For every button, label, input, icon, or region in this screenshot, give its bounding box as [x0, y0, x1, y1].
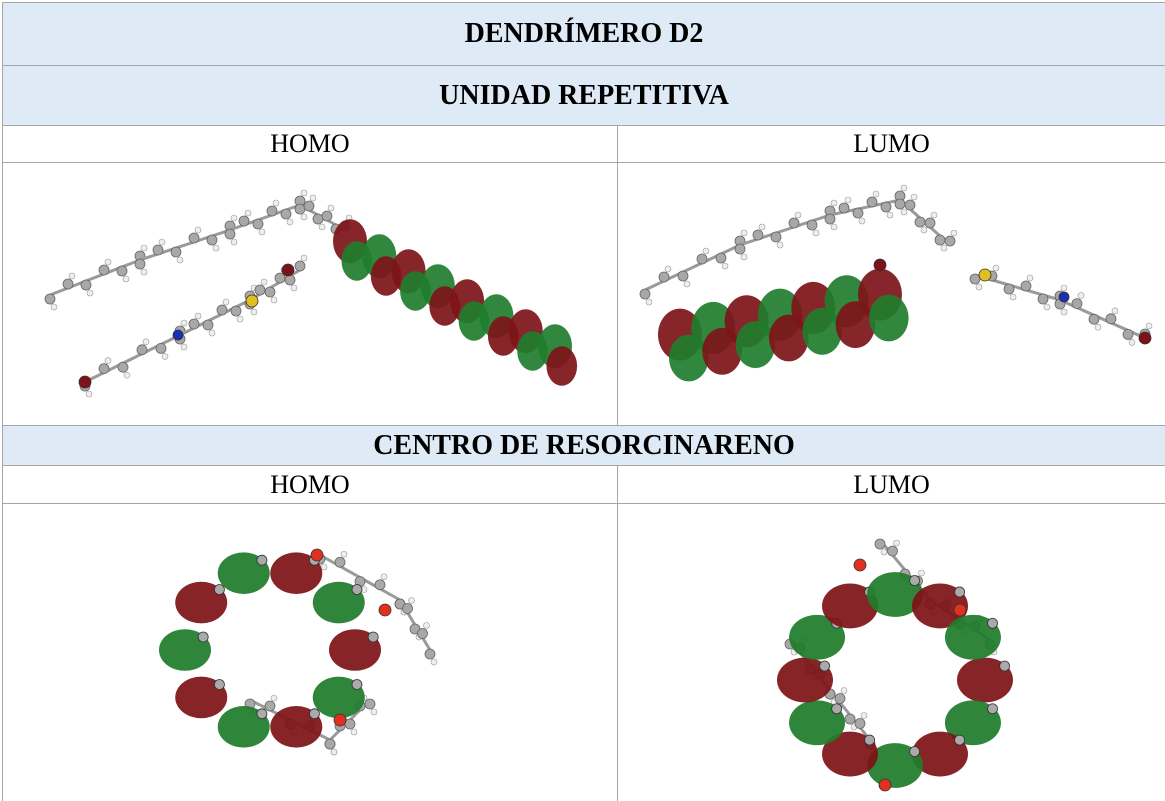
column-label: LUMO [617, 125, 1165, 162]
table-title: DENDRÍMERO D2 [2, 2, 1165, 65]
section-heading: CENTRO DE RESORCINARENO [2, 425, 1165, 465]
section-heading: UNIDAD REPETITIVA [2, 65, 1165, 125]
column-label: HOMO [2, 465, 617, 503]
image-cell [2, 162, 617, 425]
column-label: HOMO [2, 125, 617, 162]
image-cell [617, 503, 1165, 801]
image-cell [617, 162, 1165, 425]
column-label: LUMO [617, 465, 1165, 503]
image-cell [2, 503, 617, 801]
